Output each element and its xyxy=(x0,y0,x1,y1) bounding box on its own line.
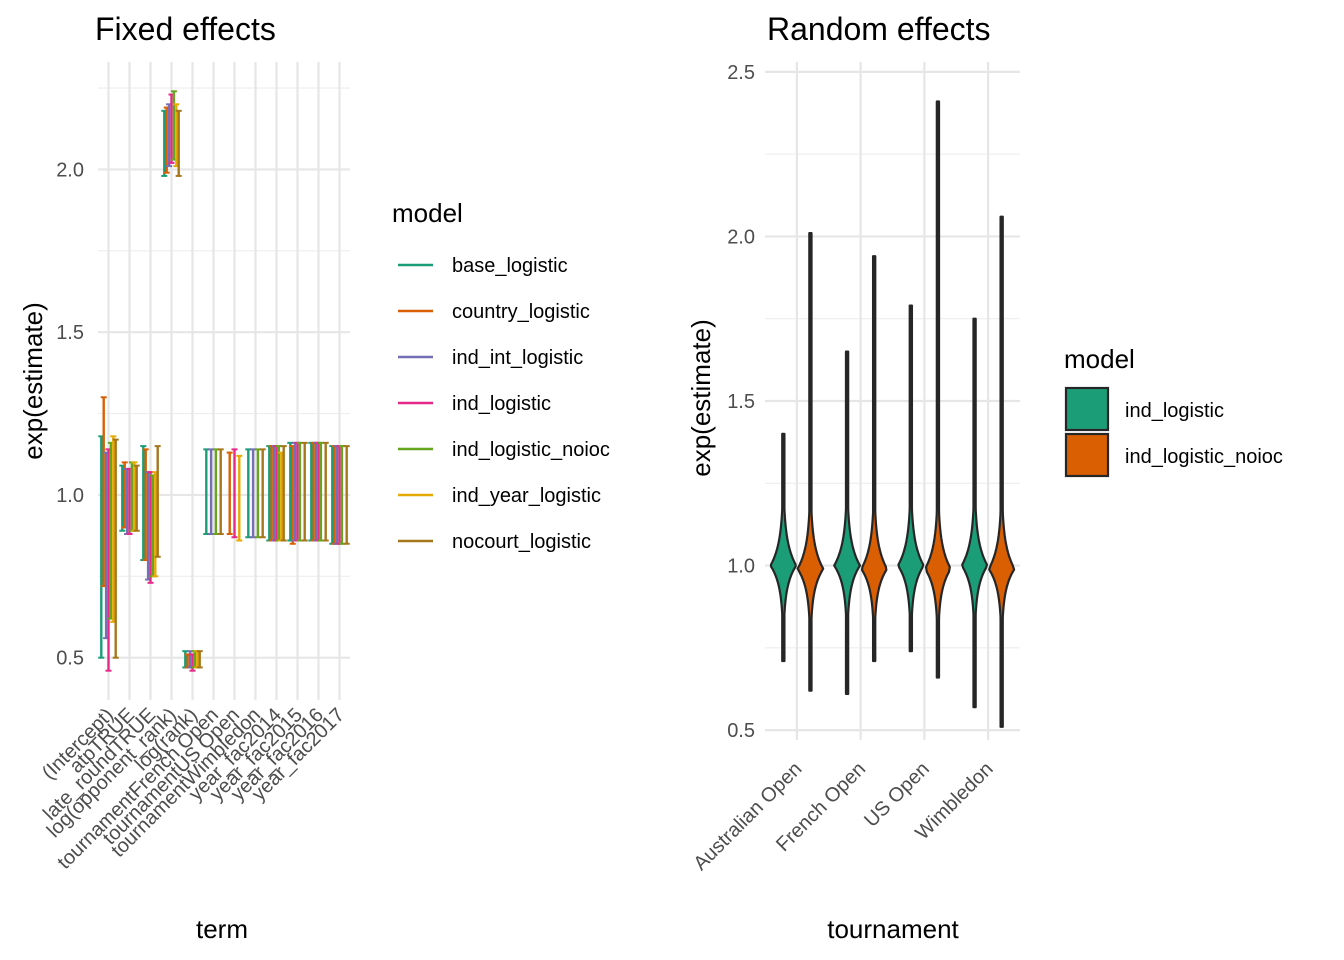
random-effects-x-axis-title: tournament xyxy=(827,914,959,944)
y-tick-label: 1.0 xyxy=(727,556,755,578)
fixed-effects-legend-title: model xyxy=(392,198,463,228)
legend-item-ind-int-logistic: ind_int_logistic xyxy=(398,347,583,369)
y-tick-label: 2.0 xyxy=(727,226,755,248)
y-tick-label: 1.5 xyxy=(727,391,755,413)
legend-key xyxy=(1064,432,1110,478)
violin-ind-logistic-noioc-us-open xyxy=(924,100,951,679)
legend-item-base-logistic: base_logistic xyxy=(398,255,568,277)
error-bar xyxy=(217,448,224,535)
legend-item-ind-logistic-noioc: ind_logistic_noioc xyxy=(1064,432,1283,478)
legend-label: ind_logistic_noioc xyxy=(1125,446,1283,468)
random-effects-gridlines xyxy=(765,62,1020,740)
violin-ind-logistic-noioc-french-open xyxy=(860,255,888,663)
random-effects-legend: model ind_logistic ind_logistic_noioc xyxy=(1064,344,1283,478)
random-effects-title: Random effects xyxy=(767,11,991,47)
fixed-effects-gridlines xyxy=(98,62,350,700)
error-bar xyxy=(343,445,350,545)
violin-ind-logistic-french-open xyxy=(833,350,862,696)
y-tick-label: 0.5 xyxy=(727,720,755,742)
legend-key xyxy=(1064,386,1110,432)
legend-item-ind-logistic: ind_logistic xyxy=(1064,386,1224,432)
fixed-effects-legend: model base_logistic country_logistic ind_i… xyxy=(392,198,610,553)
error-bar xyxy=(259,448,266,539)
legend-item-ind-logistic-noioc: ind_logistic_noioc xyxy=(398,439,610,461)
error-bar xyxy=(133,464,140,532)
y-tick-label: 2.0 xyxy=(56,159,84,181)
error-bar xyxy=(196,650,203,669)
random-effects-y-tick-labels: 0.5 1.0 1.5 2.0 2.5 xyxy=(727,62,755,742)
error-bar xyxy=(301,441,308,542)
error-bar xyxy=(226,451,233,535)
random-effects-legend-title: model xyxy=(1064,344,1135,374)
legend-label: ind_year_logistic xyxy=(452,485,601,507)
y-tick-label: 1.5 xyxy=(56,322,84,344)
legend-item-ind-year-logistic: ind_year_logistic xyxy=(398,485,601,507)
error-bar xyxy=(112,438,119,659)
y-tick-label: 2.5 xyxy=(727,62,755,84)
violin-ind-logistic-wimbledon xyxy=(961,317,989,709)
random-effects-violins xyxy=(769,100,1016,728)
legend-label: ind_int_logistic xyxy=(452,347,583,369)
violin-ind-logistic-us-open xyxy=(897,304,925,653)
random-effects-y-axis-title: exp(estimate) xyxy=(686,319,716,477)
legend-label: ind_logistic xyxy=(452,393,551,415)
y-tick-label: 1.0 xyxy=(56,485,84,507)
fixed-effects-error-bars xyxy=(98,90,350,672)
fixed-effects-y-tick-labels: 0.5 1.0 1.5 2.0 xyxy=(56,159,84,669)
legend-label: nocourt_logistic xyxy=(452,531,591,553)
violin-ind-logistic-noioc-australian-open xyxy=(796,232,825,692)
error-bar xyxy=(231,448,238,539)
fixed-effects-title: Fixed effects xyxy=(95,11,276,47)
fixed-effects-y-axis-title: exp(estimate) xyxy=(18,302,48,460)
error-bar xyxy=(322,441,329,542)
error-bar xyxy=(175,109,182,177)
error-bar xyxy=(154,445,161,558)
legend-label: ind_logistic xyxy=(1125,400,1224,422)
y-tick-label: 0.5 xyxy=(56,648,84,670)
legend-label: country_logistic xyxy=(452,301,590,323)
legend-item-country-logistic: country_logistic xyxy=(398,301,590,323)
legend-label: ind_logistic_noioc xyxy=(452,439,610,461)
violin-ind-logistic-noioc-wimbledon xyxy=(988,215,1016,728)
error-bar xyxy=(236,454,243,542)
legend-item-nocourt-logistic: nocourt_logistic xyxy=(398,531,591,553)
legend-label: base_logistic xyxy=(452,255,568,277)
legend-item-ind-logistic: ind_logistic xyxy=(398,393,551,415)
error-bar xyxy=(280,445,287,542)
violin-ind-logistic-australian-open xyxy=(769,432,797,663)
fixed-effects-x-axis-title: term xyxy=(196,914,248,944)
